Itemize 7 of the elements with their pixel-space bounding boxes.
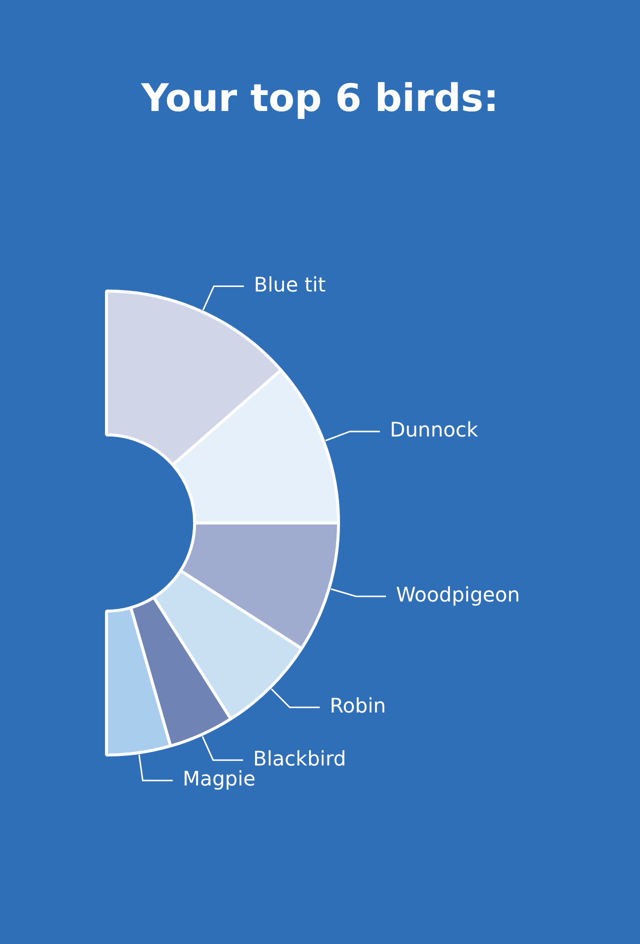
chart-title: Your top 6 birds: bbox=[140, 76, 500, 120]
slice-label: Magpie bbox=[182, 766, 256, 791]
slice-label: Blue tit bbox=[254, 272, 326, 296]
slice-label: Robin bbox=[330, 694, 386, 718]
slice-label: Dunnock bbox=[390, 418, 479, 442]
slice-label: Blackbird bbox=[253, 746, 346, 770]
slice-label: Woodpigeon bbox=[396, 582, 520, 607]
